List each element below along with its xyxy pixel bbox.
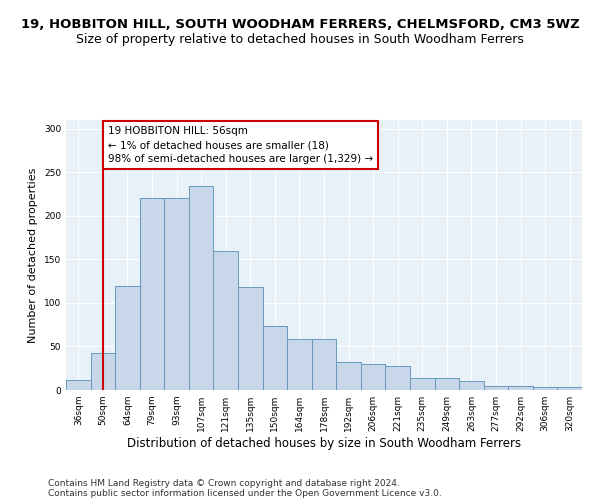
Bar [361, 364, 385, 390]
Text: Contains public sector information licensed under the Open Government Licence v3: Contains public sector information licen… [48, 488, 442, 498]
Bar [557, 388, 582, 390]
Bar [336, 362, 361, 390]
Bar [189, 186, 214, 390]
Bar [66, 380, 91, 390]
Bar [287, 338, 312, 390]
Bar [459, 382, 484, 390]
Bar [263, 326, 287, 390]
Bar [312, 340, 336, 390]
Text: 19, HOBBITON HILL, SOUTH WOODHAM FERRERS, CHELMSFORD, CM3 5WZ: 19, HOBBITON HILL, SOUTH WOODHAM FERRERS… [20, 18, 580, 30]
Bar [214, 250, 238, 390]
Bar [238, 287, 263, 390]
Bar [385, 366, 410, 390]
Text: 19 HOBBITON HILL: 56sqm
← 1% of detached houses are smaller (18)
98% of semi-det: 19 HOBBITON HILL: 56sqm ← 1% of detached… [108, 126, 373, 164]
Bar [91, 354, 115, 390]
Bar [484, 386, 508, 390]
Bar [164, 198, 189, 390]
Bar [115, 286, 140, 390]
Bar [533, 388, 557, 390]
Bar [410, 378, 434, 390]
Y-axis label: Number of detached properties: Number of detached properties [28, 168, 38, 342]
Bar [434, 378, 459, 390]
Text: Size of property relative to detached houses in South Woodham Ferrers: Size of property relative to detached ho… [76, 32, 524, 46]
Bar [508, 386, 533, 390]
Text: Contains HM Land Registry data © Crown copyright and database right 2024.: Contains HM Land Registry data © Crown c… [48, 478, 400, 488]
Bar [140, 198, 164, 390]
X-axis label: Distribution of detached houses by size in South Woodham Ferrers: Distribution of detached houses by size … [127, 437, 521, 450]
